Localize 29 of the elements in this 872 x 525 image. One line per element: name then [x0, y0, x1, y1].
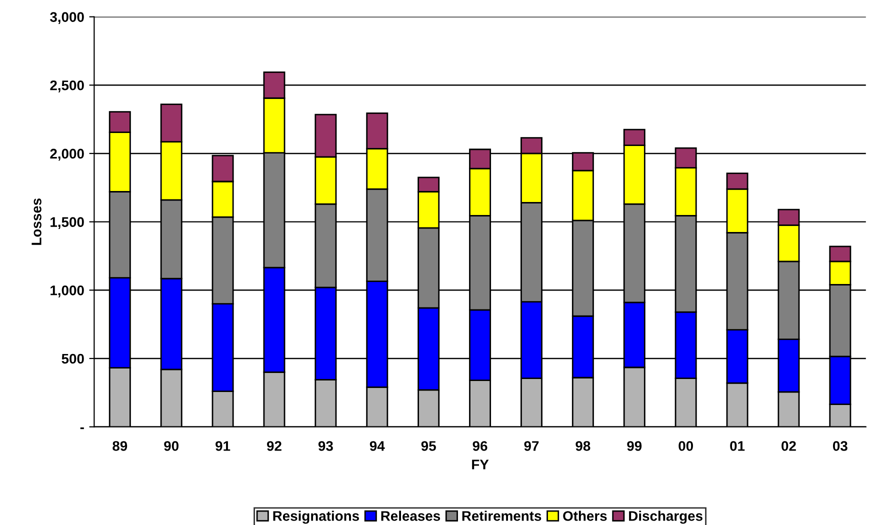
x-tick-label: 93: [318, 441, 333, 451]
x-tick-label: 92: [267, 441, 282, 451]
x-tick-label: 90: [164, 441, 179, 451]
y-tick-label: 1,500: [50, 217, 84, 229]
x-tick-label: 94: [370, 441, 385, 451]
x-tick-label: 02: [782, 441, 796, 451]
x-tick-label: 96: [472, 441, 488, 451]
x-tick-label: 99: [627, 441, 642, 451]
y-tick-label: 3,000: [50, 12, 84, 24]
legend-label: Discharges: [629, 510, 702, 524]
legend-label: Resignations: [273, 510, 359, 524]
legend-label: Retirements: [462, 510, 542, 521]
y-tick-label: -: [80, 427, 84, 430]
x-tick-label: 91: [216, 441, 230, 451]
y-tick-label: 1,000: [50, 285, 84, 298]
y-tick-label: 2,000: [50, 148, 84, 161]
x-tick-label: 89: [112, 441, 128, 451]
legend-label: Releases: [381, 510, 440, 521]
x-tick-label: 01: [730, 441, 745, 451]
x-tick-label: 97: [524, 441, 539, 451]
y-axis-title: Losses: [32, 198, 42, 245]
x-tick-label: 03: [832, 441, 848, 451]
y-tick-label: 2,500: [50, 80, 84, 92]
y-tick-label: 500: [62, 354, 84, 364]
legend-label: Others: [563, 510, 607, 521]
x-axis-title: FY: [472, 460, 489, 470]
x-tick-label: 95: [421, 441, 436, 451]
x-tick-label: 00: [678, 441, 693, 451]
x-tick-label: 98: [576, 441, 590, 451]
